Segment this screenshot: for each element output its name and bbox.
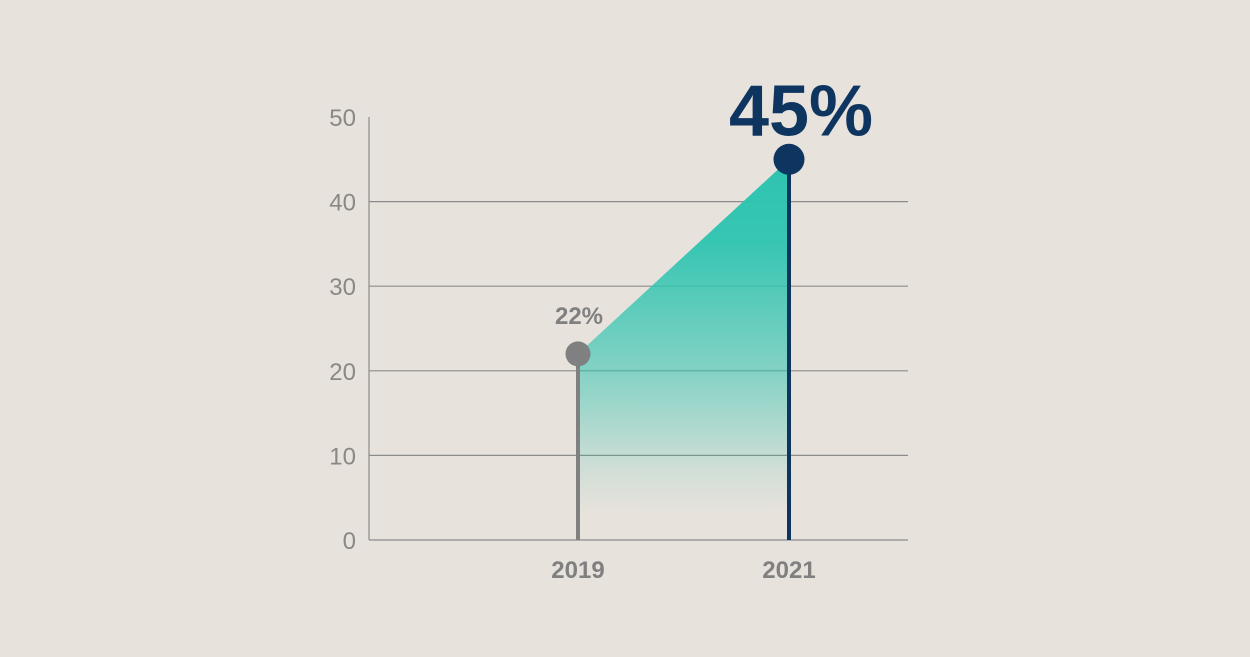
axis-layer (368, 117, 908, 541)
y-tick-label-10: 10 (329, 443, 356, 470)
y-tick-label-50: 50 (329, 105, 356, 132)
data-label-2021: 45% (729, 71, 873, 151)
y-tick-label-0: 0 (343, 528, 356, 555)
area-layer (578, 159, 789, 541)
mark-layer (565, 143, 805, 540)
y-tick-label-30: 30 (329, 274, 356, 301)
x-tick-label-2019: 2019 (551, 557, 604, 584)
data-label-2019: 22% (555, 303, 603, 330)
point-2021 (773, 143, 805, 175)
growth-area (578, 159, 789, 541)
x-tick-label-2021: 2021 (762, 557, 815, 584)
point-2019 (565, 341, 591, 367)
label-layer: 0 10 20 30 40 50 2019 2021 22% 45% (329, 71, 873, 584)
y-tick-label-20: 20 (329, 359, 356, 386)
y-tick-label-40: 40 (329, 190, 356, 217)
